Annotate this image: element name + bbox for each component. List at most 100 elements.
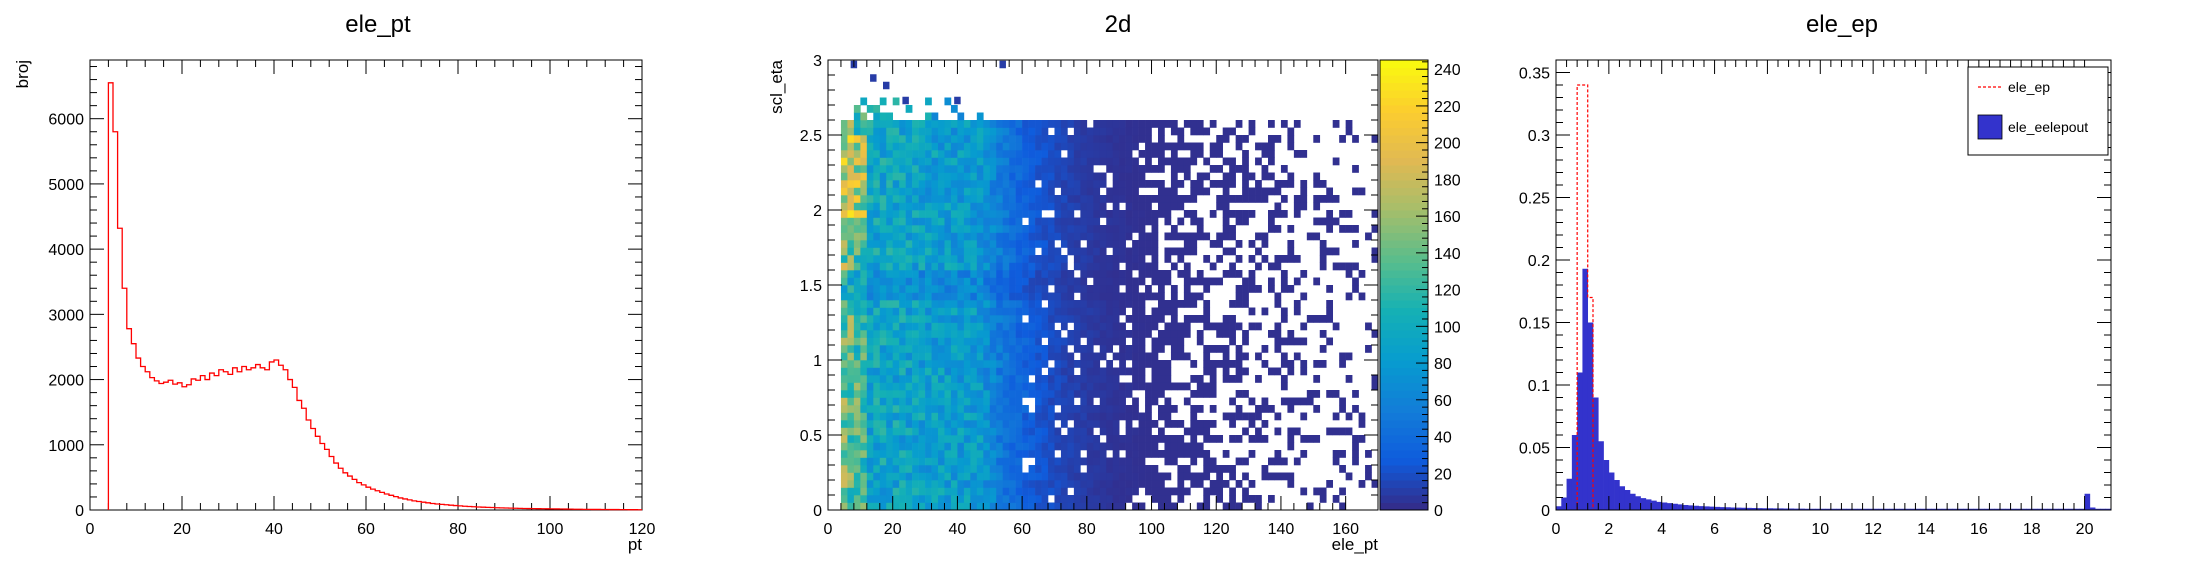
- heatmap-cell: [866, 210, 874, 218]
- heatmap-cell: [1209, 180, 1217, 188]
- colorbar-segment: [1380, 180, 1428, 188]
- heatmap-cell: [996, 240, 1004, 248]
- heatmap-cell: [899, 442, 906, 451]
- heatmap-cell: [996, 172, 1004, 181]
- heatmap-cell: [1151, 217, 1159, 226]
- heatmap-cell: [892, 277, 900, 286]
- heatmap-cell: [840, 480, 848, 488]
- heatmap-cell: [931, 120, 939, 128]
- heatmap-cell: [1015, 375, 1023, 383]
- heatmap-cell: [892, 247, 900, 256]
- heatmap-cell: [1268, 472, 1275, 481]
- heatmap-cell: [944, 255, 952, 263]
- heatmap-cell: [963, 360, 971, 368]
- heatmap-cell: [925, 337, 932, 346]
- heatmap-cell: [931, 465, 939, 473]
- heatmap-cell: [1060, 270, 1068, 278]
- heatmap-cell: [1300, 397, 1308, 406]
- heatmap-cell: [1125, 150, 1133, 158]
- heatmap-cell: [1028, 217, 1036, 226]
- heatmap-cell: [950, 180, 958, 188]
- heatmap-cell: [892, 172, 900, 181]
- heatmap-cell: [1138, 300, 1146, 308]
- heatmap-cell: [918, 427, 926, 436]
- heatmap-cell: [1138, 210, 1146, 218]
- heatmap-cell: [912, 405, 919, 413]
- heatmap-cell: [963, 480, 971, 488]
- heatmap-cell: [873, 330, 881, 338]
- heatmap-cell: [1009, 292, 1016, 301]
- heatmap-cell: [847, 337, 855, 346]
- colorbar-segment: [1380, 405, 1428, 413]
- heatmap-cell: [1145, 142, 1152, 151]
- heatmap-cell: [1190, 157, 1198, 166]
- heatmap-cell: [1203, 502, 1211, 511]
- heatmap-cell: [853, 367, 861, 376]
- heatmap-cell: [1209, 367, 1217, 376]
- heatmap-cell: [899, 495, 906, 503]
- heatmap-cell: [1060, 225, 1068, 233]
- heatmap-cell: [840, 435, 848, 443]
- heatmap-cell: [1060, 165, 1068, 173]
- ele-eelepout-bar: [1746, 507, 1752, 510]
- heatmap-cell: [1158, 270, 1165, 278]
- heatmap-cell: [1009, 165, 1016, 173]
- heatmap-cell: [847, 172, 855, 181]
- heatmap-cell: [1268, 405, 1275, 413]
- heatmap-cell: [879, 307, 887, 316]
- heatmap-cell: [938, 247, 945, 256]
- heatmap-cell: [1067, 180, 1075, 188]
- ele-eelepout-bar: [1957, 508, 1964, 510]
- heatmap-cell: [1041, 322, 1049, 331]
- ele-eelepout-bar: [1867, 508, 1874, 510]
- heatmap-cell: [983, 247, 991, 256]
- heatmap-cell: [925, 487, 932, 496]
- heatmap-cell: [873, 142, 881, 151]
- heatmap-cell: [1319, 262, 1327, 271]
- heatmap-cell: [1002, 135, 1010, 143]
- heatmap-cell: [1112, 135, 1120, 143]
- heatmap-cell: [976, 180, 984, 188]
- heatmap-cell: [1339, 352, 1346, 361]
- heatmap-cell: [1145, 390, 1152, 398]
- heatmap-cell: [1073, 382, 1081, 391]
- heatmap-cell: [860, 292, 868, 301]
- heatmap-cell: [1093, 307, 1101, 316]
- heatmap-cell: [1274, 300, 1282, 308]
- heatmap-cell: [1132, 195, 1139, 203]
- heatmap-cell: [1035, 255, 1042, 263]
- heatmap-cell: [1048, 435, 1055, 443]
- heatmap-cell: [1183, 285, 1191, 293]
- heatmap-cell: [1190, 150, 1198, 158]
- heatmap-cell: [944, 300, 952, 308]
- heatmap-cell: [873, 270, 881, 278]
- heatmap-cell: [1002, 150, 1010, 158]
- heatmap-cell: [847, 127, 855, 136]
- heatmap-cell: [1158, 495, 1165, 503]
- heatmap-cell: [1229, 247, 1236, 256]
- heatmap-cell: [938, 450, 945, 458]
- heatmap-cell: [1086, 285, 1094, 293]
- heatmap-cell: [1352, 457, 1359, 466]
- heatmap-cell: [1158, 307, 1165, 316]
- heatmap-cell: [1112, 412, 1120, 421]
- heatmap-cell: [847, 495, 855, 503]
- heatmap-cell: [847, 210, 855, 218]
- heatmap-cell: [1048, 502, 1055, 511]
- heatmap-cell: [1028, 210, 1036, 218]
- heatmap-cell: [873, 187, 881, 196]
- heatmap-cell: [899, 427, 906, 436]
- heatmap-cell: [1015, 300, 1023, 308]
- heatmap-cell: [1222, 480, 1230, 488]
- heatmap-cell: [1028, 322, 1036, 331]
- heatmap-cell: [1022, 390, 1029, 398]
- heatmap-cell: [1041, 315, 1049, 323]
- heatmap-cell: [963, 255, 971, 263]
- ele-ep-xtick-label: 14: [1917, 521, 1935, 538]
- heatmap-cell: [1183, 165, 1191, 173]
- heatmap-cell: [1164, 142, 1172, 151]
- heatmap-cell: [989, 405, 997, 413]
- heatmap-cell: [989, 442, 997, 451]
- heatmap-cell: [1112, 450, 1120, 458]
- heatmap-cell: [1112, 375, 1120, 383]
